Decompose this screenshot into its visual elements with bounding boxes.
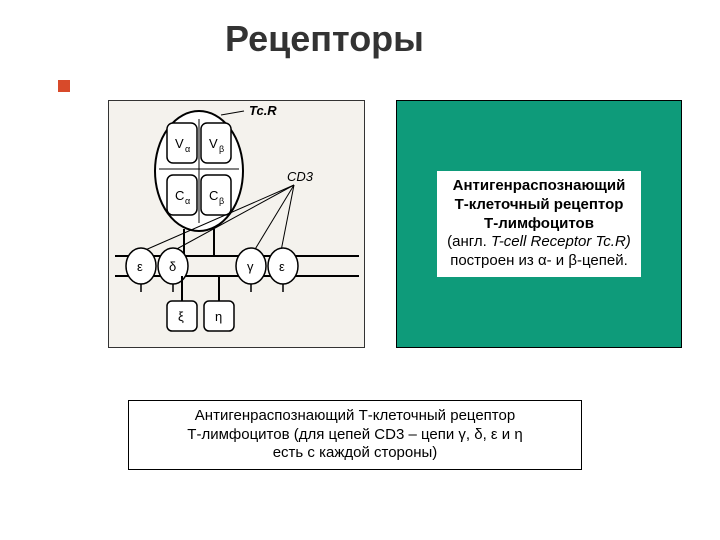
tcr-diagram: Tc.RVαVβCαCβCD3εδγεξη bbox=[108, 100, 365, 348]
green-plain-b: построен из α- и β-цепей. bbox=[447, 252, 631, 271]
green-info-box: Антигенраспознающий Т-клеточный рецептор… bbox=[396, 100, 682, 348]
bottom-line1: Антигенраспознающий Т-клеточный рецептор bbox=[195, 407, 515, 426]
green-plain-a: (англ. bbox=[447, 233, 491, 250]
svg-text:α: α bbox=[185, 196, 190, 206]
svg-text:ξ: ξ bbox=[178, 309, 184, 324]
green-line3: Т-лимфоцитов bbox=[484, 215, 594, 232]
title-bullet bbox=[58, 80, 70, 92]
green-line2: Т-клеточный рецептор bbox=[455, 196, 624, 213]
slide-title: Рецепторы bbox=[225, 18, 424, 60]
svg-text:β: β bbox=[219, 196, 224, 206]
bottom-line2: Т-лимфоцитов (для цепей CD3 – цепи γ, δ,… bbox=[187, 426, 522, 445]
svg-text:ε: ε bbox=[279, 259, 285, 274]
svg-text:C: C bbox=[209, 188, 218, 203]
svg-text:ε: ε bbox=[137, 259, 143, 274]
svg-text:CD3: CD3 bbox=[287, 169, 314, 184]
green-ital: T-cell Receptor Tc.R) bbox=[491, 233, 631, 250]
svg-text:V: V bbox=[175, 136, 184, 151]
bottom-info-box: Антигенраспознающий Т-клеточный рецептор… bbox=[128, 400, 582, 470]
svg-text:C: C bbox=[175, 188, 184, 203]
svg-text:β: β bbox=[219, 144, 224, 154]
svg-text:η: η bbox=[215, 309, 222, 324]
svg-text:α: α bbox=[185, 144, 190, 154]
svg-text:δ: δ bbox=[169, 259, 176, 274]
green-line1: Антигенраспознающий bbox=[453, 177, 626, 194]
bottom-line3: есть с каждой стороны) bbox=[273, 444, 438, 463]
svg-text:γ: γ bbox=[247, 259, 254, 274]
svg-text:Tc.R: Tc.R bbox=[249, 103, 277, 118]
svg-text:V: V bbox=[209, 136, 218, 151]
